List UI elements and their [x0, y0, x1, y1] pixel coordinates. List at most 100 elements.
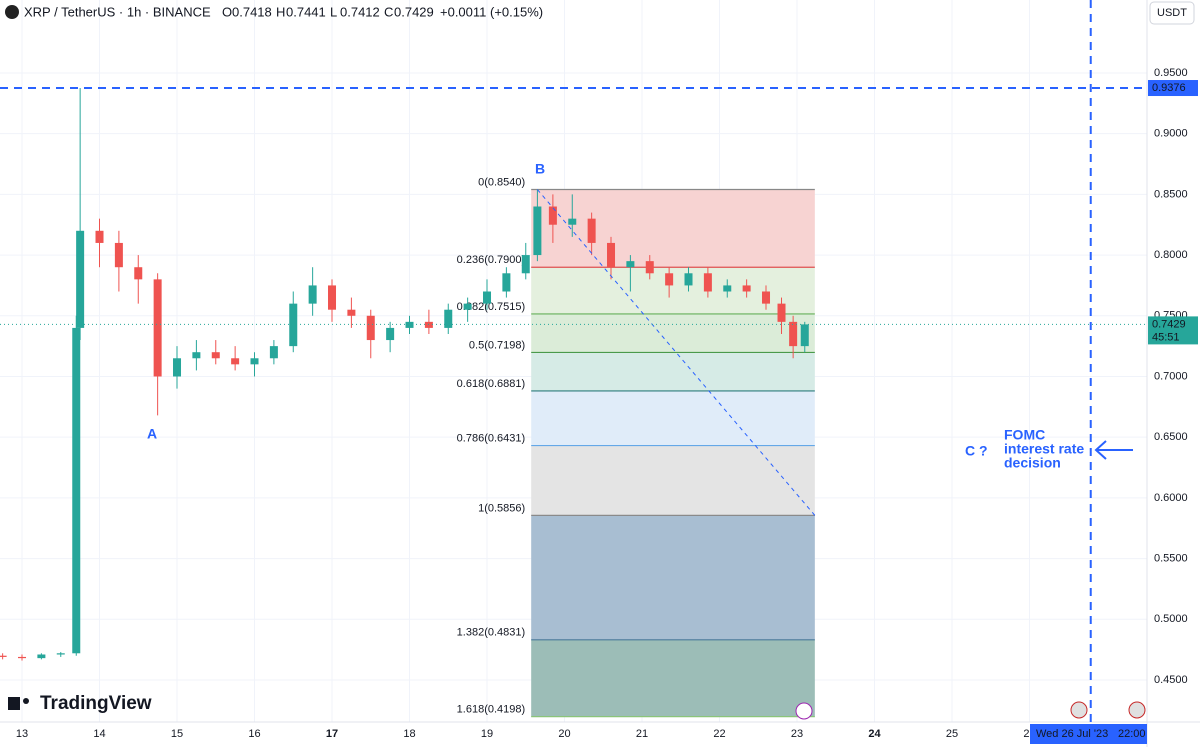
candle-body — [366, 315, 375, 341]
candle-body — [56, 653, 65, 655]
y-tick-label: 0.5000 — [1154, 613, 1188, 625]
candle-body — [173, 358, 182, 377]
candle-body — [626, 261, 635, 268]
candle-body — [347, 309, 356, 316]
x-tick-label: 17 — [326, 728, 338, 740]
ohlc-key: L — [330, 4, 337, 19]
fib-label: 1.382(0.4831) — [457, 627, 526, 639]
fib-zone — [531, 189, 815, 268]
candle-body — [153, 279, 162, 377]
candle-body — [308, 285, 317, 304]
candle-body — [483, 291, 492, 304]
x-tick-label: 22 — [713, 728, 725, 740]
candle-body — [250, 358, 259, 365]
fib-label: 0.618(0.6881) — [457, 378, 526, 390]
fib-label: 1.618(0.4198) — [457, 704, 526, 716]
symbol-icon[interactable] — [5, 5, 19, 19]
candle-body — [533, 206, 542, 256]
currency-button[interactable] — [1149, 1, 1195, 25]
countdown: 45:51 — [1152, 331, 1180, 343]
candle-body — [548, 206, 557, 225]
fib-zone — [531, 313, 815, 353]
currency: USDT — [1157, 7, 1187, 19]
annotation: FOMC — [1004, 427, 1045, 443]
y-tick-label: 0.6500 — [1154, 431, 1188, 443]
date-label-box — [1030, 724, 1147, 744]
x-tick-label: 13 — [16, 728, 28, 740]
vline-time: 22:00 — [1118, 728, 1146, 740]
candle-body — [328, 285, 337, 310]
y-tick-label: 0.4500 — [1154, 674, 1188, 686]
fib-zone — [531, 390, 815, 446]
x-tick-label: 23 — [791, 728, 803, 740]
y-tick-label: 0.8000 — [1154, 249, 1188, 261]
candle-body — [231, 358, 240, 365]
candle-body — [762, 291, 771, 304]
candle-body — [777, 303, 786, 322]
y-tick-label: 0.9500 — [1154, 67, 1188, 79]
candle-body — [95, 230, 104, 243]
fib-label: 0.5(0.7198) — [469, 339, 525, 351]
ohlc-key: C — [384, 4, 393, 19]
event-icon[interactable] — [1070, 701, 1088, 719]
y-tick-label: 0.9000 — [1154, 128, 1188, 140]
candle-body — [568, 218, 577, 225]
y-tick-label: 0.8500 — [1154, 188, 1188, 200]
candle-body — [742, 285, 751, 292]
logo: TradingView — [8, 693, 152, 714]
candle-body — [723, 285, 732, 292]
candle-body — [76, 230, 85, 328]
ohlc-value: 0.7412 — [340, 4, 380, 19]
price-label-box — [1148, 80, 1198, 97]
hline-label: 0.9376 — [1152, 82, 1186, 94]
event-icon[interactable] — [795, 702, 813, 720]
ohlc-key: O — [222, 4, 232, 19]
x-tick-label: 25 — [946, 728, 958, 740]
y-tick-label: 0.5500 — [1154, 552, 1188, 564]
vline-label: Wed 26 Jul '23 — [1036, 728, 1108, 740]
symbol: XRP / TetherUS · 1h · BINANCE — [24, 4, 211, 19]
event-icon[interactable] — [1128, 701, 1146, 719]
candle-body — [211, 352, 220, 359]
logo-mark — [23, 698, 29, 704]
candle-body — [0, 655, 7, 657]
candle-body — [502, 273, 511, 292]
plot: 0(0.8540) 0.236(0.7900) 0.382(0.7515) 0.5(0… — [0, 0, 1147, 722]
change: +0.0011 (+0.15%) — [440, 4, 543, 19]
candle-body — [645, 261, 654, 274]
candle-body — [800, 324, 809, 347]
fib-label: 0.382(0.7515) — [457, 301, 526, 313]
candle-body — [72, 327, 81, 654]
x-tick-label: 21 — [636, 728, 648, 740]
logo-mark — [8, 697, 20, 710]
annotation: interest rate — [1004, 441, 1084, 457]
fib-label: 0(0.8540) — [478, 176, 525, 188]
annotation: B — [535, 161, 545, 177]
annotation: decision — [1004, 455, 1061, 471]
candle-body — [444, 309, 453, 328]
candle-body — [665, 273, 674, 286]
x-tick-label: 19 — [481, 728, 493, 740]
x-tick-label: 16 — [248, 728, 260, 740]
candle-body — [114, 242, 123, 268]
fib-label: 0.786(0.6431) — [457, 432, 526, 444]
candle-body — [18, 656, 27, 659]
x-tick-label: 15 — [171, 728, 183, 740]
fib-zone — [531, 352, 815, 391]
annotation: A — [147, 426, 157, 442]
ohlc-value: 0.7418 — [232, 4, 272, 19]
x-tick-label: 24 — [868, 728, 881, 740]
candle-body — [269, 346, 278, 359]
ohlc-key: H — [276, 4, 285, 19]
arrow — [1094, 440, 1133, 460]
fib-zone — [531, 445, 815, 516]
candle-body — [789, 321, 798, 347]
brand: TradingView — [40, 693, 152, 714]
x-tick-label: 20 — [558, 728, 570, 740]
x-tick-label: 18 — [403, 728, 415, 740]
candle-body — [463, 303, 472, 310]
last-price: 0.7429 — [1152, 318, 1186, 330]
candle-body — [521, 255, 530, 274]
fib-zone — [531, 515, 815, 640]
